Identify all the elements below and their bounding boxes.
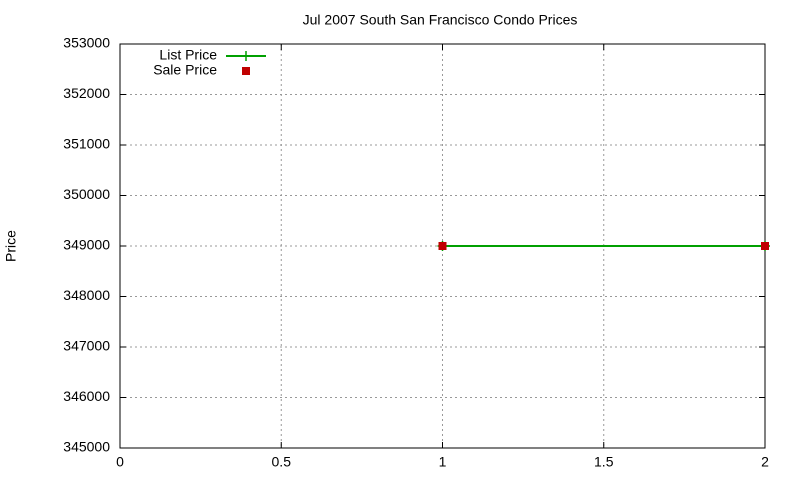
x-tick-label: 1.5: [594, 454, 614, 470]
legend-label: List Price: [159, 47, 217, 63]
y-tick-label: 347000: [63, 338, 110, 354]
legend-label: Sale Price: [153, 62, 217, 78]
legend-swatch: [242, 67, 250, 75]
y-tick-label: 351000: [63, 136, 110, 152]
x-tick-label: 1: [439, 454, 447, 470]
y-axis-label: Price: [3, 230, 19, 262]
x-tick-label: 0: [116, 454, 124, 470]
y-tick-label: 352000: [63, 85, 110, 101]
y-tick-label: 350000: [63, 186, 110, 202]
y-tick-label: 353000: [63, 35, 110, 51]
y-tick-label: 345000: [63, 439, 110, 455]
x-tick-label: 0.5: [272, 454, 292, 470]
data-point: [438, 242, 447, 250]
legend-swatch: [241, 51, 251, 61]
data-point: [761, 242, 769, 250]
y-tick-label: 348000: [63, 287, 110, 303]
x-tick-label: 2: [761, 454, 769, 470]
chart-title: Jul 2007 South San Francisco Condo Price…: [303, 12, 578, 28]
y-tick-label: 346000: [63, 388, 110, 404]
y-tick-label: 349000: [63, 237, 110, 253]
